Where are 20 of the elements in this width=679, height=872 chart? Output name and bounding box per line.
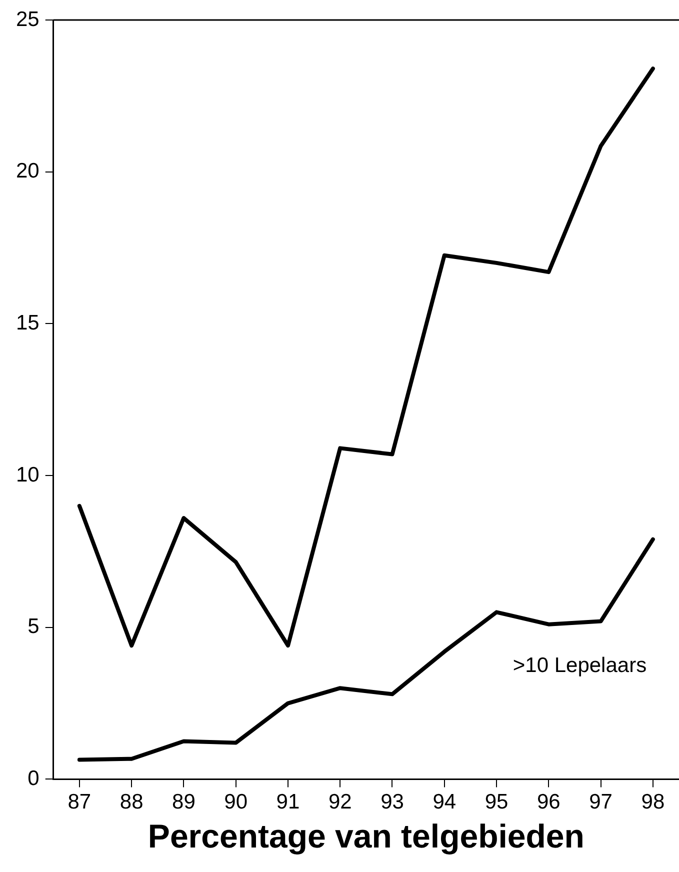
x-tick-label: 88 — [120, 790, 144, 814]
y-tick-label: 10 — [16, 463, 40, 486]
x-tick-label: 95 — [484, 790, 508, 814]
x-tick-label: 97 — [589, 790, 612, 814]
y-tick-label: 5 — [28, 615, 40, 638]
y-tick-label: 25 — [16, 8, 40, 31]
y-tick-label: 15 — [16, 311, 40, 334]
y-tick-label: 20 — [16, 160, 40, 183]
y-tick-label: 0 — [28, 766, 40, 790]
x-tick-label: 94 — [432, 790, 456, 814]
x-tick-label: 96 — [536, 790, 560, 814]
x-axis-title: Percentage van telgebieden — [148, 817, 584, 854]
x-tick-label: 89 — [172, 790, 196, 814]
x-tick-label: 87 — [68, 790, 92, 814]
x-tick-label: 90 — [224, 790, 248, 814]
x-tick-label: 92 — [328, 790, 352, 814]
x-tick-label: 93 — [380, 790, 404, 814]
x-tick-label: 98 — [641, 790, 665, 814]
x-tick-label: 91 — [276, 790, 300, 814]
series-label: >10 Lepelaars — [512, 654, 647, 678]
